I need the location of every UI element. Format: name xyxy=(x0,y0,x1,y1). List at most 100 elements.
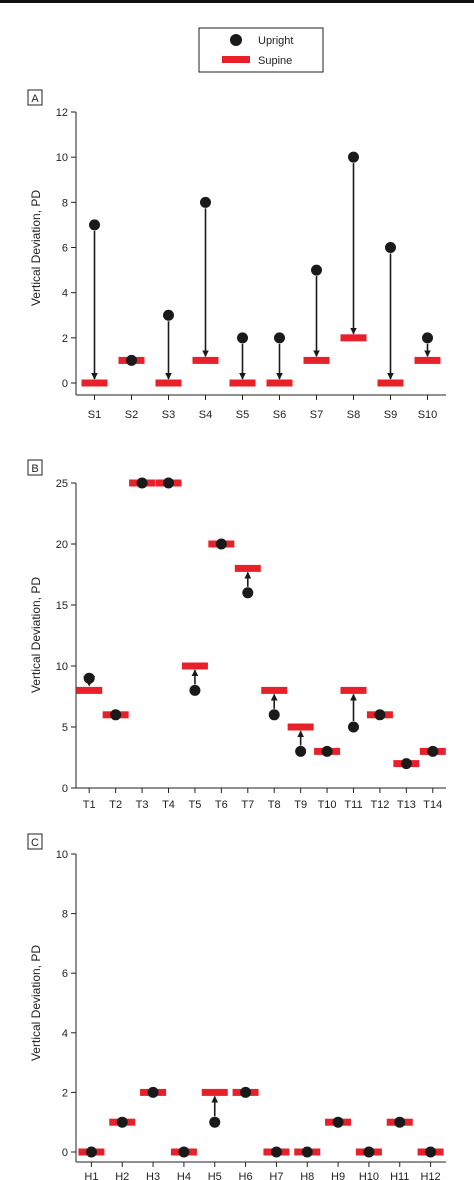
panel-a-upright-point xyxy=(348,151,359,163)
panel-c-upright-point xyxy=(394,1116,406,1128)
panel-b-x-tick-label: T8 xyxy=(268,799,281,811)
panel-b-upright-point xyxy=(374,709,386,721)
panel-c-upright-point xyxy=(332,1116,344,1128)
panel-c-x-tick-label: H6 xyxy=(239,1171,253,1180)
panel-a-ylabel: Vertical Deviation, PD xyxy=(29,190,43,306)
panel-b-upright-point xyxy=(83,672,95,684)
panel-c-x-tick-label: H7 xyxy=(269,1171,283,1180)
panel-a-x-tick-label: S3 xyxy=(162,409,175,421)
panel-b-label-box xyxy=(27,459,43,476)
panel-a-supine-mark xyxy=(414,356,441,364)
panel-b-x-tick-label: T7 xyxy=(241,799,254,811)
panel-b-x-tick-label: T4 xyxy=(162,799,175,811)
legend-upright-marker xyxy=(230,34,242,46)
panel-c-upright-point xyxy=(425,1146,437,1158)
panel-a-y-tick-label: 6 xyxy=(62,243,68,255)
panel-b-x-tick-label: T5 xyxy=(189,799,202,811)
panel-a-x-tick-label: S7 xyxy=(310,409,323,421)
panel-a-x-tick-label: S6 xyxy=(273,409,286,421)
panel-b-y-tick-label: 5 xyxy=(62,722,68,734)
panel-b-x-tick-label: T13 xyxy=(397,799,416,811)
panel-b-upright-point xyxy=(242,587,254,599)
panel-c-y-tick-label: 0 xyxy=(62,1147,68,1159)
panel-b-y-tick-label: 15 xyxy=(56,600,68,612)
panel-a-y-tick-label: 8 xyxy=(62,197,68,209)
panel-c-x-tick-label: H3 xyxy=(146,1171,160,1180)
panel-a-x-tick-label: S9 xyxy=(384,409,397,421)
top-rule xyxy=(0,0,474,3)
panel-b-x-tick-label: T11 xyxy=(344,799,362,811)
panel-c: C Vertical Deviation, PD 0 2 4 6 8 10 H1 H2 H3 H4… xyxy=(27,833,446,1180)
panel-a-x-tick-label: S10 xyxy=(418,409,438,421)
panel-a-supine-mark xyxy=(377,379,404,387)
legend: Upright Supine xyxy=(198,27,324,73)
panel-b-x-tick-label: T6 xyxy=(215,799,228,811)
panel-b-supine-mark xyxy=(340,686,367,694)
panel-c-x-tick-label: H1 xyxy=(84,1171,98,1180)
legend-supine-label: Supine xyxy=(258,55,292,67)
panel-c-supine-mark xyxy=(201,1088,228,1096)
panel-a-supine-mark xyxy=(303,356,330,364)
panel-a-supine-mark xyxy=(192,356,219,364)
panel-a-upright-point xyxy=(311,264,322,276)
panel-a-y-tick-label: 2 xyxy=(62,333,68,345)
panel-a-upright-point xyxy=(422,332,433,344)
panel-c-x-tick-label: H10 xyxy=(359,1171,379,1180)
panel-a-x-tick-label: S1 xyxy=(88,409,101,421)
panel-a-supine-mark xyxy=(155,379,182,387)
panel-a-x-tick-label: S2 xyxy=(125,409,138,421)
panel-b-x-tick-label: T1 xyxy=(83,799,96,811)
panel-a-y-tick-label: 0 xyxy=(62,378,68,390)
panel-a-supine-mark xyxy=(81,379,108,387)
panel-b-upright-point xyxy=(110,709,122,721)
panel-b-upright-point xyxy=(268,709,280,721)
panel-c-y-tick-label: 8 xyxy=(62,909,68,921)
panel-c-x-tick-label: H12 xyxy=(420,1171,440,1180)
panel-c-ylabel: Vertical Deviation, PD xyxy=(29,945,43,1061)
panel-b-upright-point xyxy=(400,758,412,770)
panel-c-y-tick-label: 4 xyxy=(62,1028,68,1040)
panel-b-label: B xyxy=(31,463,38,475)
panel-b-upright-point xyxy=(163,477,174,489)
panel-a-upright-point xyxy=(200,196,211,208)
panel-b-x-tick-label: T3 xyxy=(136,799,149,811)
panel-b-x-tick-label: T2 xyxy=(109,799,122,811)
panel-c-label-box xyxy=(27,833,43,850)
panel-b-upright-point xyxy=(321,745,333,757)
panel-c-x-tick-label: H8 xyxy=(300,1171,314,1180)
panel-c-y-tick-label: 6 xyxy=(62,968,68,980)
panel-b-upright-point xyxy=(215,538,227,550)
panel-b-x-tick-label: T14 xyxy=(423,799,442,811)
legend-box xyxy=(198,27,324,73)
panel-b-upright-point xyxy=(427,745,439,757)
legend-supine-marker xyxy=(222,56,250,63)
panel-b: B Vertical Deviation, PD 0 5 10 15 20 25 T1 T2 T… xyxy=(27,459,446,811)
panel-a-upright-point xyxy=(89,219,100,231)
panel-b-supine-mark xyxy=(261,686,288,694)
panel-a-label: A xyxy=(31,93,39,105)
panel-a-x-tick-label: S8 xyxy=(347,409,360,421)
panel-c-label: C xyxy=(31,837,39,849)
panel-b-upright-point xyxy=(189,684,201,696)
panel-a-upright-point xyxy=(385,242,396,253)
panel-b-upright-point xyxy=(136,477,148,489)
panel-a: A Vertical Deviation, PD 0 2 4 6 8 10 12 S1 S2 S3… xyxy=(27,89,446,421)
panel-a-upright-point xyxy=(126,354,137,366)
panel-c-y-tick-label: 2 xyxy=(62,1087,68,1099)
panel-b-y-tick-label: 0 xyxy=(62,783,68,795)
panel-c-x-tick-label: H9 xyxy=(331,1171,345,1180)
legend-upright-label: Upright xyxy=(258,35,293,47)
panel-c-x-tick-label: H5 xyxy=(208,1171,222,1180)
panel-a-x-tick-label: S5 xyxy=(236,409,249,421)
panel-a-y-tick-label: 12 xyxy=(56,107,68,119)
panel-b-supine-mark xyxy=(76,686,103,694)
panel-a-plot: 0 2 4 6 8 10 12 S1 S2 S3 S4 S5 S6 S7 S8 S9 S10 xyxy=(56,107,446,421)
panel-c-upright-point xyxy=(178,1146,190,1158)
panel-b-supine-mark xyxy=(181,662,208,670)
panel-a-upright-point xyxy=(274,332,285,344)
panel-b-x-tick-label: T10 xyxy=(318,799,337,811)
panel-a-y-tick-label: 10 xyxy=(56,152,68,164)
panel-b-y-tick-label: 10 xyxy=(56,661,68,673)
panel-b-ylabel: Vertical Deviation, PD xyxy=(29,577,43,693)
